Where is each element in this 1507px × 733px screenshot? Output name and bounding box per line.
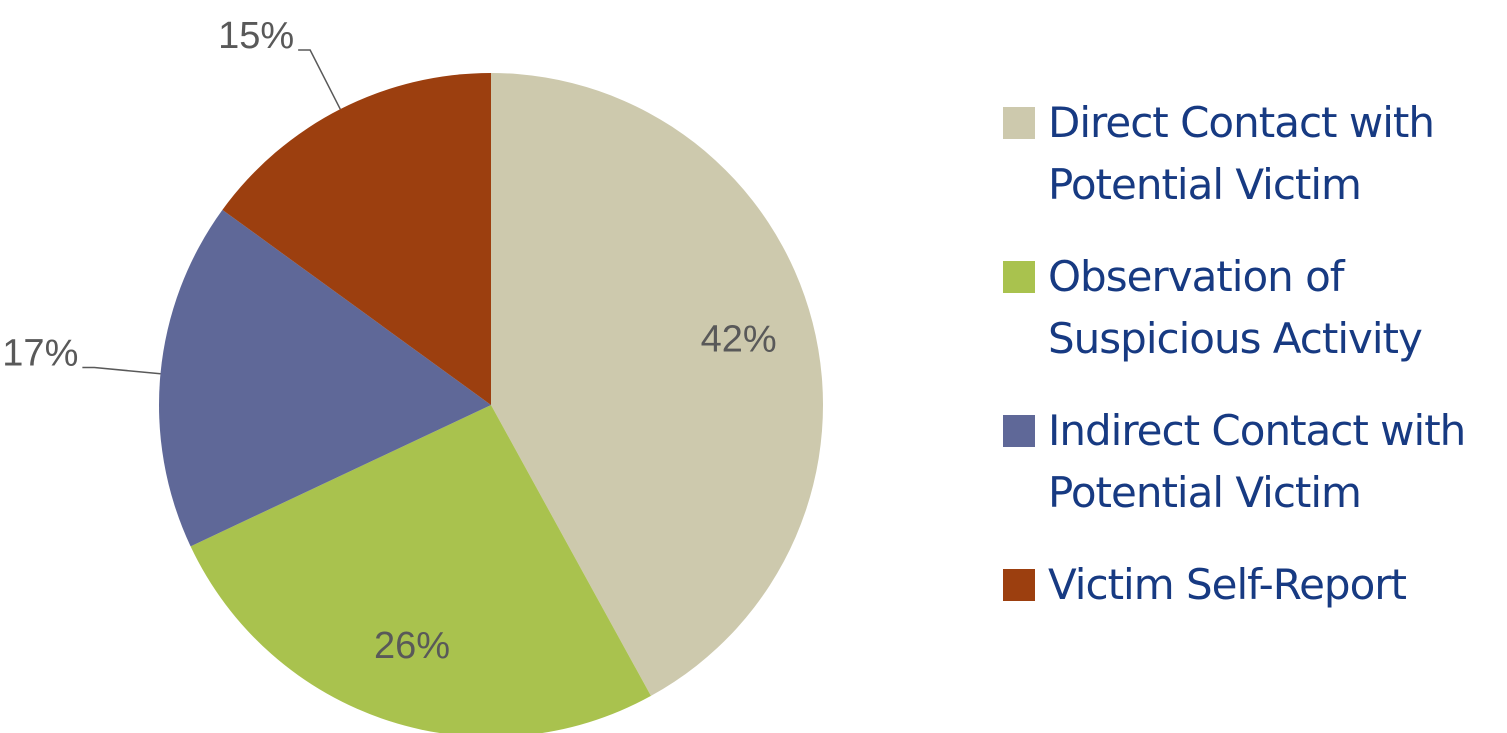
pie-slice [222, 73, 491, 405]
legend-label: Observation of Suspicious Activity [1048, 252, 1423, 363]
leader-line [298, 49, 341, 110]
legend-label: Victim Self-Report [1048, 560, 1407, 609]
legend-item: Observation of Suspicious Activity [1000, 246, 1505, 370]
chart: 42% 26% 17% 15% [2, 15, 823, 733]
legend-item: Victim Self-Report [1000, 554, 1505, 616]
legend-item: Indirect Contact with Potential Victim [1000, 400, 1505, 524]
legend-label: Indirect Contact with Potential Victim [1048, 406, 1466, 517]
legend-swatch [1003, 415, 1035, 447]
legend-item: Direct Contact with Potential Victim [1000, 92, 1505, 216]
legend: Direct Contact with Potential Victim Obse… [1000, 92, 1505, 646]
data-label: 17% [2, 333, 78, 375]
legend-swatch [1003, 569, 1035, 601]
pie-slice [159, 209, 491, 547]
pie-slice [190, 405, 651, 733]
data-label: 42% [701, 318, 777, 360]
legend-swatch [1003, 107, 1035, 139]
leader-line [82, 366, 161, 375]
data-label: 26% [374, 625, 450, 667]
legend-swatch [1003, 261, 1035, 293]
data-label: 15% [218, 15, 294, 57]
pie-slice [491, 73, 823, 696]
legend-label: Direct Contact with Potential Victim [1048, 98, 1435, 209]
